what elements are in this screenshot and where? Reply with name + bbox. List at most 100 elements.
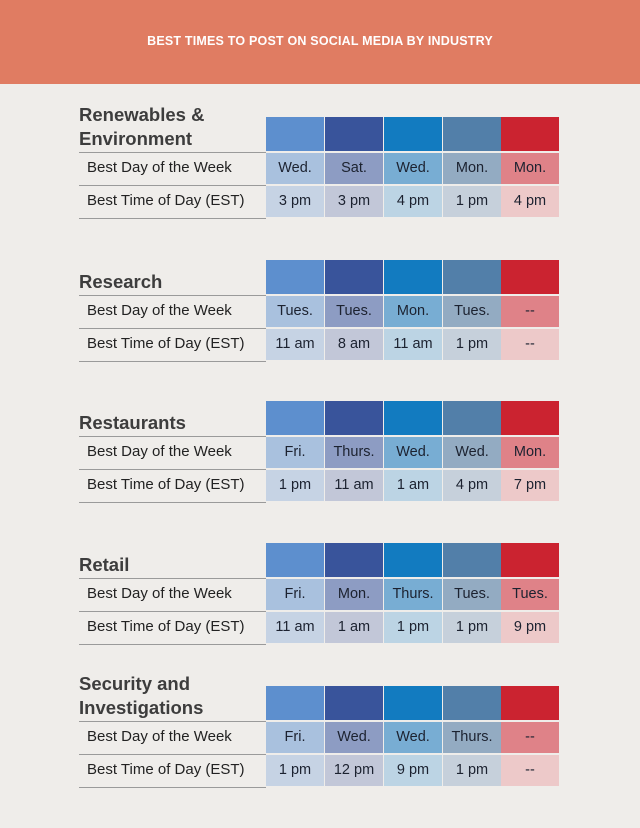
industry-title-wrap: Research — [0, 260, 260, 294]
column-header-swatch — [266, 260, 324, 294]
row-divider — [79, 787, 266, 788]
table-cell: Fri. — [266, 722, 324, 753]
table-cell: 11 am — [325, 470, 383, 501]
column-header-swatch — [384, 260, 442, 294]
table-cell: Mon. — [325, 579, 383, 610]
table-cell: 1 am — [325, 612, 383, 643]
industry-section: Retail Best Day of the Week Fri. Mon. Thurs.… — [0, 543, 640, 683]
best-day-row: Best Day of the Week Wed. Sat. Wed. Mon. Mon. — [79, 152, 559, 184]
industry-title: Renewables & Environment — [79, 104, 205, 149]
column-header-swatch — [325, 260, 383, 294]
column-header-swatch — [384, 543, 442, 577]
row-label: Best Time of Day (EST) — [87, 476, 245, 493]
table-cell: Tues. — [266, 296, 324, 327]
column-header-swatch — [325, 117, 383, 151]
row-divider — [79, 185, 266, 186]
table-cell: Wed. — [384, 437, 442, 468]
row-divider — [79, 721, 266, 722]
industry-title: Restaurants — [79, 412, 186, 433]
industry-title: Security and Investigations — [79, 673, 204, 718]
industry-section: Security and Investigations Best Day of t… — [0, 673, 640, 826]
table-cell: 11 am — [266, 612, 324, 643]
column-header-swatch — [501, 117, 559, 151]
industry-title: Retail — [79, 554, 130, 575]
table-cell: Wed. — [443, 437, 501, 468]
row-divider — [79, 611, 266, 612]
table-cell: Sat. — [325, 153, 383, 184]
row-label: Best Time of Day (EST) — [87, 192, 245, 209]
table-cell: 1 pm — [443, 186, 501, 217]
column-header-swatch — [501, 543, 559, 577]
industry-title: Research — [79, 271, 163, 292]
row-label: Best Day of the Week — [87, 585, 232, 602]
row-label: Best Time of Day (EST) — [87, 761, 245, 778]
table-cell: -- — [501, 296, 559, 327]
row-divider — [79, 436, 266, 437]
table-cell: 1 pm — [266, 470, 324, 501]
table-cell: 1 am — [384, 470, 442, 501]
table-cell: 1 pm — [443, 329, 501, 360]
table-cell: Tues. — [443, 296, 501, 327]
column-header-swatch — [266, 543, 324, 577]
table-cell: 8 am — [325, 329, 383, 360]
column-header-swatch — [443, 543, 501, 577]
row-label: Best Time of Day (EST) — [87, 335, 245, 352]
row-label: Best Day of the Week — [87, 728, 232, 745]
table-cell: 9 pm — [501, 612, 559, 643]
best-day-row: Best Day of the Week Tues. Tues. Mon. Tues. -… — [79, 295, 559, 327]
table-cell: 3 pm — [325, 186, 383, 217]
column-header-swatch — [501, 401, 559, 435]
table-cell: Thurs. — [325, 437, 383, 468]
row-divider — [79, 152, 266, 153]
row-label: Best Time of Day (EST) — [87, 618, 245, 635]
table-cell: -- — [501, 329, 559, 360]
table-cell: 3 pm — [266, 186, 324, 217]
table-cell: Fri. — [266, 579, 324, 610]
table-cell: -- — [501, 722, 559, 753]
column-header-swatch — [443, 260, 501, 294]
row-divider — [79, 328, 266, 329]
industry-title-wrap: Restaurants — [0, 401, 260, 435]
table-cell: Mon. — [501, 153, 559, 184]
table-cell: Mon. — [501, 437, 559, 468]
row-divider — [79, 644, 266, 645]
table-cell: 4 pm — [501, 186, 559, 217]
industry-title-wrap: Retail — [0, 543, 260, 577]
table-cell: Mon. — [384, 296, 442, 327]
table-cell: 4 pm — [443, 470, 501, 501]
column-header-swatch — [325, 401, 383, 435]
industry-title-wrap: Security and Investigations — [0, 673, 260, 720]
row-label: Best Day of the Week — [87, 159, 232, 176]
column-header-swatch — [266, 117, 324, 151]
table-cell: 1 pm — [384, 612, 442, 643]
industry-section: Restaurants Best Day of the Week Fri. Thurs… — [0, 401, 640, 541]
table-cell: 7 pm — [501, 470, 559, 501]
best-time-row: Best Time of Day (EST) 3 pm 3 pm 4 pm 1 pm 4 … — [79, 185, 559, 217]
column-header-swatch — [443, 686, 501, 720]
table-cell: -- — [501, 755, 559, 786]
table-cell: 1 pm — [266, 755, 324, 786]
industry-section: Renewables & Environment Best Day of the … — [0, 104, 640, 257]
column-header-swatch — [384, 686, 442, 720]
row-divider — [79, 295, 266, 296]
table-cell: 11 am — [266, 329, 324, 360]
best-day-row: Best Day of the Week Fri. Mon. Thurs. Tues. T… — [79, 578, 559, 610]
table-cell: Wed. — [384, 153, 442, 184]
table-cell: 1 pm — [443, 612, 501, 643]
column-header-swatch — [266, 401, 324, 435]
header-banner: BEST TIMES TO POST ON SOCIAL MEDIA BY IN… — [0, 0, 640, 84]
row-divider — [79, 218, 266, 219]
table-cell: Wed. — [384, 722, 442, 753]
table-cell: Wed. — [266, 153, 324, 184]
row-divider — [79, 502, 266, 503]
page-title: BEST TIMES TO POST ON SOCIAL MEDIA BY IN… — [147, 34, 493, 48]
row-divider — [79, 469, 266, 470]
table-cell: Tues. — [501, 579, 559, 610]
row-divider — [79, 361, 266, 362]
table-cell: Thurs. — [443, 722, 501, 753]
column-header-swatch — [384, 401, 442, 435]
table-cell: 1 pm — [443, 755, 501, 786]
best-time-row: Best Time of Day (EST) 11 am 8 am 11 am 1 pm… — [79, 328, 559, 360]
best-time-row: Best Time of Day (EST) 1 pm 12 pm 9 pm 1 pm -… — [79, 754, 559, 786]
column-header-swatch — [384, 117, 442, 151]
